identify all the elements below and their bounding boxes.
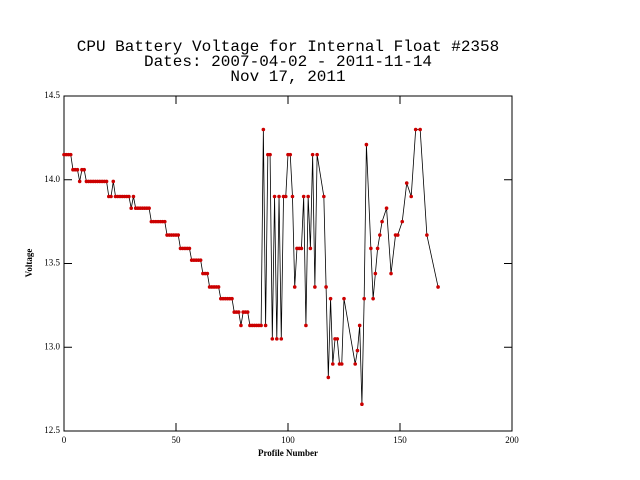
x-tick-label: 150 xyxy=(393,435,407,445)
data-point xyxy=(111,179,116,184)
x-tick-label: 50 xyxy=(172,435,182,445)
data-point xyxy=(380,219,384,224)
data-point xyxy=(335,337,340,341)
data-point xyxy=(357,323,362,328)
data-point xyxy=(288,152,293,157)
data-point xyxy=(404,181,409,185)
data-point xyxy=(425,233,429,237)
y-tick-label: 12.5 xyxy=(44,425,60,435)
data-point xyxy=(409,194,414,199)
data-point xyxy=(384,206,389,211)
x-axis-label: Profile Number xyxy=(258,448,318,458)
data-point xyxy=(436,285,440,289)
data-line xyxy=(64,129,439,405)
data-point xyxy=(239,323,243,328)
data-point xyxy=(395,233,400,237)
data-point xyxy=(310,152,315,157)
data-point xyxy=(147,206,151,211)
data-point xyxy=(129,206,133,211)
data-point xyxy=(322,194,326,199)
data-point xyxy=(301,194,306,199)
data-point xyxy=(270,337,275,341)
chart-title: CPU Battery Voltage for Internal Float #… xyxy=(77,38,499,56)
data-point xyxy=(315,152,319,157)
data-point xyxy=(375,246,380,251)
data-point xyxy=(268,152,272,157)
data-point xyxy=(373,271,378,276)
x-tick-label: 0 xyxy=(62,435,67,445)
data-point xyxy=(176,233,181,237)
data-point xyxy=(109,194,113,199)
data-point xyxy=(272,194,277,199)
chart-subtitle: Dates: 2007-04-02 - 2011-11-14 xyxy=(144,53,432,71)
data-point xyxy=(275,337,279,341)
data-point xyxy=(413,127,418,132)
data-point xyxy=(360,402,364,407)
data-point xyxy=(306,194,310,199)
data-point xyxy=(362,296,366,301)
x-tick-label: 200 xyxy=(505,435,519,445)
data-point xyxy=(304,323,308,328)
data-point xyxy=(342,296,346,301)
data-point xyxy=(292,285,297,289)
y-tick-label: 14.0 xyxy=(44,174,60,184)
data-point xyxy=(77,179,82,184)
data-point xyxy=(131,194,136,199)
data-point xyxy=(68,152,73,157)
data-point xyxy=(279,337,284,341)
plot-frame xyxy=(63,95,513,432)
data-point xyxy=(331,362,335,366)
data-point xyxy=(378,233,382,237)
data-point xyxy=(313,285,317,289)
data-point xyxy=(75,167,80,172)
data-point xyxy=(236,310,241,314)
data-point xyxy=(326,375,331,380)
data-point xyxy=(290,194,295,199)
data-point xyxy=(263,323,268,328)
data-point xyxy=(261,127,266,132)
data-point xyxy=(328,296,333,301)
data-point xyxy=(369,246,373,251)
data-point xyxy=(82,167,86,172)
chart-subtitle: Nov 17, 2011 xyxy=(230,68,345,86)
data-point xyxy=(324,285,328,289)
data-point xyxy=(163,219,167,224)
y-tick-label: 14.5 xyxy=(44,90,60,100)
data-point xyxy=(418,127,422,132)
data-point xyxy=(389,271,393,276)
data-point xyxy=(104,179,109,184)
data-point xyxy=(371,296,375,301)
y-tick-label: 13.5 xyxy=(44,258,60,268)
data-point xyxy=(299,246,304,251)
data-point xyxy=(364,142,369,147)
data-point xyxy=(353,362,358,366)
data-point xyxy=(216,285,221,289)
data-point xyxy=(283,194,288,199)
data-point xyxy=(259,323,263,328)
data-point xyxy=(230,296,234,301)
data-point xyxy=(205,271,210,276)
y-axis-label: Voltage xyxy=(24,249,34,278)
data-point xyxy=(339,362,344,366)
data-point xyxy=(355,348,360,353)
data-point xyxy=(400,219,405,224)
data-point xyxy=(127,194,131,199)
data-point xyxy=(245,310,250,314)
data-point xyxy=(198,258,203,262)
data-point xyxy=(308,246,313,251)
y-tick-label: 13.0 xyxy=(44,341,60,351)
data-point xyxy=(187,246,192,251)
x-tick-label: 100 xyxy=(281,435,295,445)
data-point xyxy=(277,194,281,199)
